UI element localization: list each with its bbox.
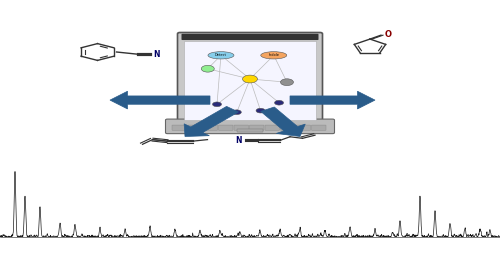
FancyBboxPatch shape bbox=[237, 129, 263, 132]
Ellipse shape bbox=[256, 108, 265, 113]
Polygon shape bbox=[260, 107, 305, 136]
Polygon shape bbox=[290, 91, 375, 109]
Polygon shape bbox=[110, 91, 210, 109]
FancyBboxPatch shape bbox=[234, 125, 248, 130]
FancyBboxPatch shape bbox=[203, 125, 218, 130]
FancyBboxPatch shape bbox=[218, 125, 233, 130]
FancyBboxPatch shape bbox=[250, 125, 264, 130]
Text: N: N bbox=[154, 50, 160, 58]
FancyBboxPatch shape bbox=[280, 125, 295, 130]
FancyBboxPatch shape bbox=[172, 125, 186, 130]
Text: O: O bbox=[385, 30, 392, 39]
Ellipse shape bbox=[202, 65, 214, 72]
FancyBboxPatch shape bbox=[184, 41, 316, 120]
FancyBboxPatch shape bbox=[182, 34, 318, 40]
Ellipse shape bbox=[242, 75, 258, 83]
FancyBboxPatch shape bbox=[296, 125, 310, 130]
Ellipse shape bbox=[232, 110, 241, 115]
Text: Indole: Indole bbox=[268, 53, 279, 57]
Ellipse shape bbox=[261, 52, 287, 59]
Polygon shape bbox=[184, 106, 238, 136]
FancyBboxPatch shape bbox=[312, 125, 326, 130]
FancyBboxPatch shape bbox=[178, 32, 322, 124]
Ellipse shape bbox=[208, 52, 234, 59]
FancyBboxPatch shape bbox=[188, 125, 202, 130]
Ellipse shape bbox=[274, 100, 283, 105]
Text: N: N bbox=[236, 136, 242, 145]
FancyBboxPatch shape bbox=[265, 125, 280, 130]
Ellipse shape bbox=[212, 102, 222, 107]
Text: Detect: Detect bbox=[215, 53, 227, 57]
FancyBboxPatch shape bbox=[166, 119, 334, 134]
Ellipse shape bbox=[280, 79, 293, 86]
